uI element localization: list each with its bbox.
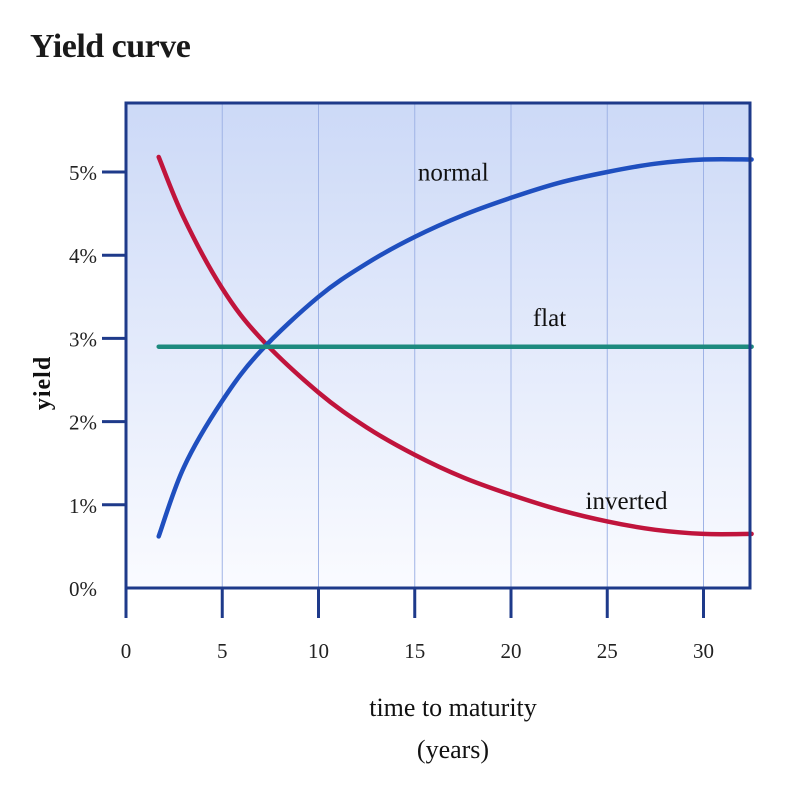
y-tick-label: 1% <box>69 494 97 518</box>
x-axis-title-line2: (years) <box>417 735 489 764</box>
y-tick-label: 0% <box>69 577 97 601</box>
series-lines <box>156 154 754 539</box>
y-axis-title: yield <box>30 356 56 410</box>
x-tick-label: 30 <box>693 639 714 663</box>
axis-titles: time to maturity (years) yield <box>30 356 537 764</box>
series-labels: normal flat inverted <box>418 159 668 515</box>
x-tick-label: 20 <box>501 639 522 663</box>
series-label-inverted: inverted <box>586 488 668 515</box>
x-tick-label: 15 <box>404 639 425 663</box>
y-tick-label: 4% <box>69 244 97 268</box>
series-label-flat: flat <box>533 305 566 332</box>
chart-title: Yield curve <box>30 28 191 65</box>
x-tick-label: 10 <box>308 639 329 663</box>
x-axis-title-line1: time to maturity <box>369 693 537 722</box>
x-tick-label: 5 <box>217 639 228 663</box>
series-label-normal: normal <box>418 159 489 186</box>
x-tick-label: 25 <box>597 639 618 663</box>
series-line-normal <box>156 156 754 539</box>
plot-frame <box>124 101 752 590</box>
y-tick-label: 3% <box>69 327 97 351</box>
y-tick-label: 5% <box>69 161 97 185</box>
series-line-inverted <box>156 154 754 537</box>
x-tick-label: 0 <box>121 639 132 663</box>
y-tick-label: 2% <box>69 411 97 435</box>
axis-ticks: 0 5 10 15 20 25 30 0% 1% 2% 3% 4% 5% <box>69 161 714 663</box>
